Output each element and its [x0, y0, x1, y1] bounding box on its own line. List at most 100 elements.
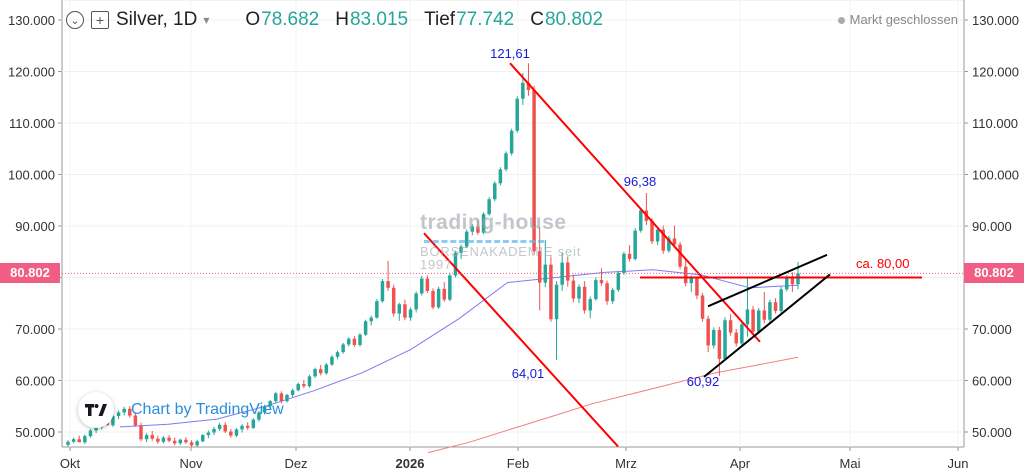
candle-body — [616, 272, 621, 290]
candle-body — [369, 317, 373, 322]
candle-body — [655, 229, 660, 242]
x-tick-label: Dez — [284, 456, 307, 471]
candle-body — [111, 416, 115, 426]
candle-body — [526, 82, 531, 91]
candle-body — [391, 287, 396, 314]
close-value: 80.802 — [544, 9, 604, 30]
tradingview-caption[interactable]: Chart by TradingView — [131, 401, 284, 418]
candle-body — [178, 439, 183, 444]
candle-body — [201, 435, 205, 442]
y-tick-label-right: 120.000 — [972, 65, 1019, 80]
candle-body — [408, 309, 413, 318]
collapse-icon[interactable]: ⌄ — [66, 11, 84, 29]
candle-body — [571, 280, 576, 299]
candle-body — [751, 309, 755, 332]
candle-body — [785, 276, 789, 290]
candle-body — [296, 384, 300, 391]
compare-plus-icon[interactable]: + — [91, 11, 109, 29]
tradingview-logo[interactable] — [78, 392, 114, 428]
candle-body — [481, 214, 486, 233]
y-tick-label-right: 110.000 — [972, 116, 1018, 131]
candle-body — [723, 320, 727, 359]
y-tick-label-left: 50.000 — [15, 425, 55, 440]
symbol-name[interactable]: Silver, 1D — [116, 9, 198, 30]
candle-body — [161, 437, 166, 442]
market-status-text: Markt geschlossen — [849, 12, 958, 27]
candle-body — [599, 280, 604, 284]
y-tick-label-right: 60.000 — [972, 374, 1012, 389]
candle-body — [77, 439, 81, 443]
candle-body — [431, 290, 435, 308]
candle-body — [459, 246, 463, 253]
candle-body — [762, 310, 767, 320]
candle-body — [358, 334, 362, 345]
candle-body — [144, 435, 149, 440]
candle-body — [352, 338, 357, 345]
y-axis-left[interactable]: 50.00060.00070.00080.00090.000100.000110… — [8, 13, 62, 440]
candle-body — [133, 415, 138, 426]
x-tick-label: Nov — [179, 456, 203, 471]
candle-body — [470, 226, 475, 232]
x-tick-label: Mai — [840, 456, 861, 471]
candle-body — [661, 229, 665, 251]
candle-body — [549, 264, 553, 320]
candle-body — [414, 293, 418, 310]
candle-body — [796, 273, 800, 285]
y-tick-label-left: 120.000 — [8, 65, 55, 80]
chevron-down-icon[interactable]: ▾ — [203, 13, 210, 27]
candle-body — [672, 238, 677, 245]
candle-body — [627, 253, 632, 259]
wedge-lower-line — [703, 273, 831, 378]
candle-body — [476, 226, 480, 233]
y-tick-label-left: 130.000 — [8, 13, 55, 28]
open-label: O — [245, 9, 261, 30]
candle-body — [633, 230, 637, 259]
candle-body — [251, 419, 256, 428]
candle-body — [139, 425, 143, 440]
low-value: 77.742 — [456, 9, 515, 30]
candle-body — [493, 183, 497, 200]
high-label: H — [335, 9, 349, 30]
candle-body — [425, 278, 430, 291]
candle-body — [150, 435, 154, 439]
market-status: Markt geschlossen — [837, 12, 958, 27]
candle-body — [324, 364, 329, 374]
candle-body — [594, 280, 598, 300]
candle-body — [403, 304, 407, 318]
candle-body — [313, 369, 317, 377]
candle-body — [279, 393, 284, 402]
candle-body — [290, 390, 295, 395]
y-tick-label-left: 60.000 — [15, 374, 55, 389]
candle-body — [347, 338, 351, 345]
candle-body — [189, 442, 194, 446]
candle-body — [257, 412, 261, 420]
candle-body — [560, 262, 564, 285]
candle-body — [566, 262, 570, 281]
price-annotation: 60,92 — [687, 374, 720, 389]
y-axis-right[interactable]: 50.00060.00070.00080.00090.000100.000110… — [964, 13, 1019, 440]
candle-body — [234, 429, 239, 436]
candle-body — [245, 425, 250, 428]
symbol-legend[interactable]: ⌄ + Silver, 1D ▾ O 78.682 H 83.015 Tief … — [66, 8, 603, 32]
candle-body — [318, 369, 323, 374]
candle-body — [116, 412, 121, 417]
open-value: 78.682 — [261, 9, 320, 30]
price-annotation: 64,01 — [512, 366, 545, 381]
watermark-dash — [424, 240, 544, 243]
candle-body — [773, 302, 778, 311]
chart-grid — [61, 0, 965, 448]
candle-body — [712, 330, 716, 346]
candle-body — [734, 332, 738, 344]
candle-body — [745, 309, 750, 325]
x-axis[interactable]: Okt Nov Dez 2026 Feb Mrz Apr Mai Jun — [60, 447, 969, 471]
candle-body — [71, 439, 76, 442]
candle-body — [695, 278, 699, 296]
candle-body — [577, 286, 581, 299]
candle-body — [223, 424, 227, 432]
candle-body — [605, 283, 609, 302]
candle-body — [442, 288, 446, 300]
price-annotation: 96,38 — [624, 174, 657, 189]
candle-body — [453, 252, 458, 276]
candle-body — [700, 295, 705, 319]
candle-body — [363, 321, 368, 335]
